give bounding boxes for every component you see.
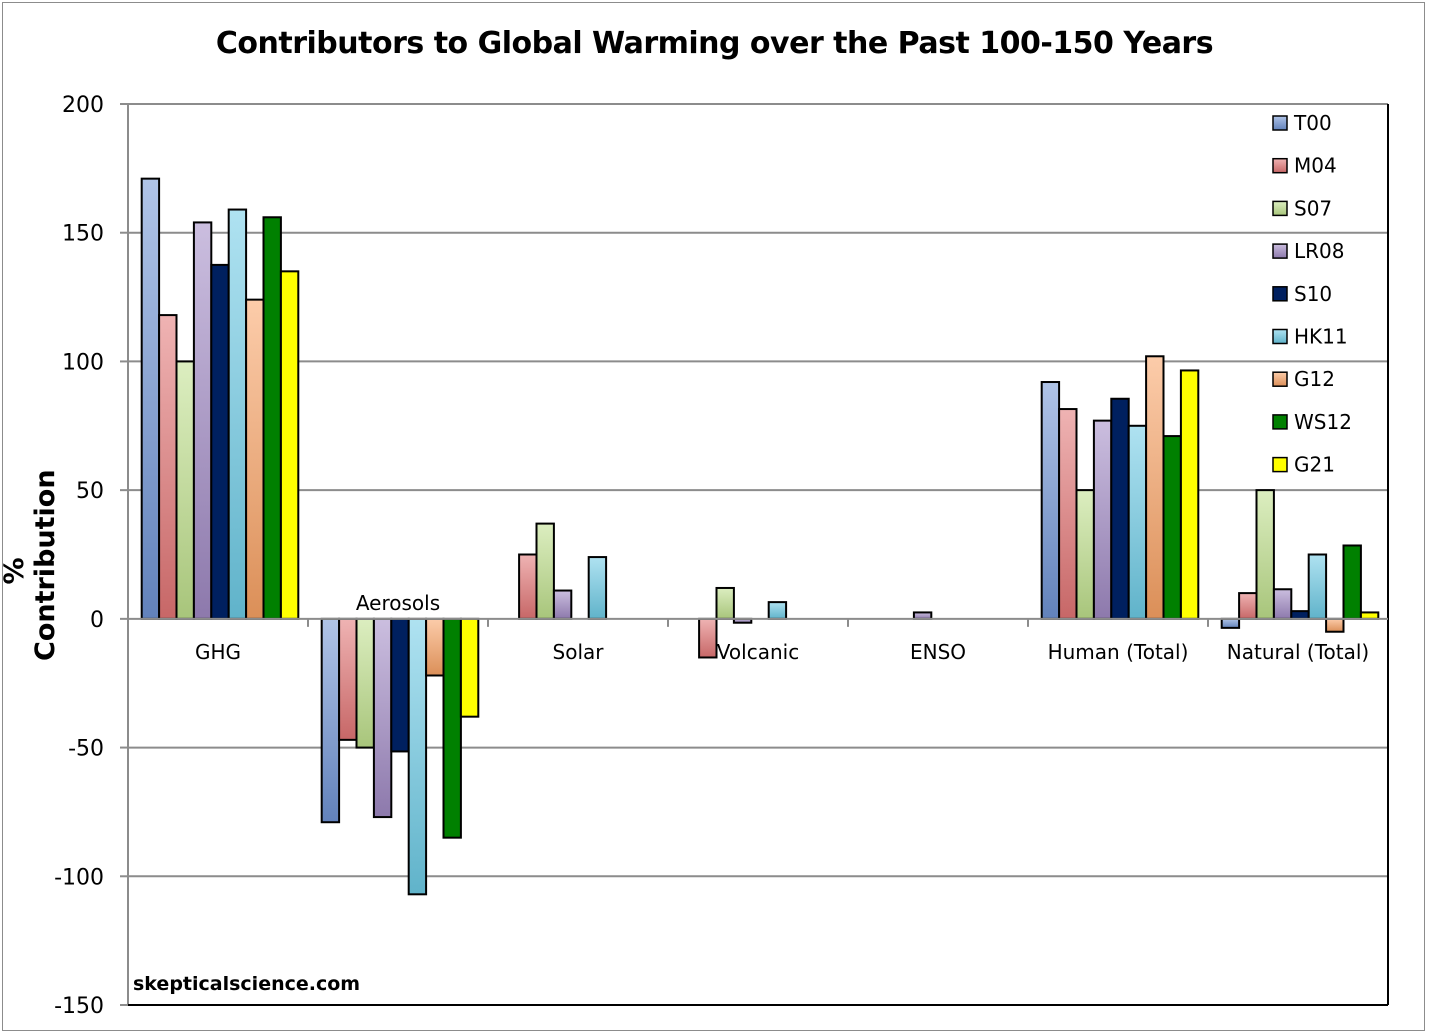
legend-label-m04: M04 [1294,154,1337,178]
category-label: ENSO [910,640,966,664]
chart-title: Contributors to Global Warming over the … [215,26,1214,61]
bar-G12-aerosols [425,617,445,677]
y-tick-label: 150 [62,222,104,247]
bar-WS12-natural-total- [1342,544,1362,620]
category-label: Natural (Total) [1227,640,1369,664]
bar-G21-human-total- [1179,369,1200,620]
legend-swatch-m04 [1272,157,1288,174]
bar-M04-natural-total- [1238,592,1258,620]
legend-swatch-hk11 [1272,328,1288,345]
bar-M04-volcanic [698,617,718,659]
bar-S10-human-total- [1110,397,1130,620]
legend: T00 M04 S07 LR08 S10 HK11 G12 WS12 G21 [1272,111,1352,477]
bar-LR08-natural-total- [1272,588,1293,620]
category-label: Solar [553,640,605,664]
bar-LR08-ghg [192,221,213,620]
legend-label-t00: T00 [1293,111,1332,135]
y-tick-label: -150 [54,994,104,1019]
bar-G12-ghg [245,298,265,620]
bar-S07-aerosols [355,617,375,749]
bar-S10-aerosols [390,617,410,753]
watermark: skepticalscience.com [133,973,361,995]
bar-G12-natural-total- [1325,617,1345,633]
bar-S07-natural-total- [1255,489,1275,620]
legend-label-s07: S07 [1294,196,1332,220]
legend-label-hk11: HK11 [1294,325,1348,349]
bar-HK11-human-total- [1127,424,1148,620]
bar-HK11-volcanic [767,601,788,620]
legend-swatch-s10 [1272,286,1288,302]
bar-T00-aerosols [320,617,341,824]
legend-swatch-lr08 [1272,243,1288,259]
y-tick-label: -100 [54,865,104,890]
legend-swatch-s07 [1272,200,1288,217]
bar-WS12-ghg [262,216,282,620]
bar-S07-ghg [175,360,195,620]
bar-M04-ghg [158,314,178,620]
bar-WS12-human-total- [1162,435,1182,620]
bar-HK11-solar [587,556,608,620]
bar-HK11-aerosols [407,617,428,896]
bar-LR08-human-total- [1092,419,1113,620]
bar-M04-aerosols [338,617,358,741]
legend-label-g21: G21 [1294,453,1335,477]
bar-HK11-natural-total- [1307,553,1328,620]
bar-WS12-aerosols [442,617,462,839]
bar-G21-ghg [279,270,300,620]
bar-T00-ghg [140,177,161,620]
y-tick-label: 0 [90,608,104,633]
bar-S07-volcanic [715,586,735,620]
bar-T00-natural-total- [1220,617,1241,629]
legend-swatch-ws12 [1272,414,1288,430]
bar-S07-solar [535,522,555,620]
bar-LR08-solar [552,589,573,620]
bars [140,177,1380,896]
bar-M04-solar [518,553,538,620]
y-tick-label: 100 [62,350,104,375]
legend-label-lr08: LR08 [1294,239,1345,263]
legend-label-s10: S10 [1294,282,1332,306]
category-label: Human (Total) [1048,640,1189,664]
axes: 200 150 100 50 0 -50 -100 -150 GHG Aerosols Solar V… [54,93,1389,1019]
bar-G12-human-total- [1145,355,1165,620]
legend-swatch-t00 [1272,115,1288,131]
legend-label-g12: G12 [1294,367,1335,391]
bar-M04-human-total- [1058,408,1078,620]
category-label: Aerosols [356,591,440,615]
bar-LR08-aerosols [372,617,393,819]
legend-swatch-g12 [1272,371,1288,387]
y-tick-label: 200 [62,93,104,118]
bar-T00-human-total- [1040,381,1061,620]
category-label: Volcanic [717,640,799,664]
bar-S10-natural-total- [1290,610,1310,620]
bar-S07-human-total- [1075,489,1095,620]
legend-label-ws12: WS12 [1294,410,1352,434]
bar-HK11-ghg [227,208,248,620]
y-tick-label: -50 [68,737,104,762]
bar-S10-ghg [210,263,230,620]
legend-swatch-g21 [1272,456,1288,473]
category-label: GHG [195,640,241,664]
y-tick-label: 50 [76,479,104,504]
bar-G21-aerosols [459,617,480,718]
